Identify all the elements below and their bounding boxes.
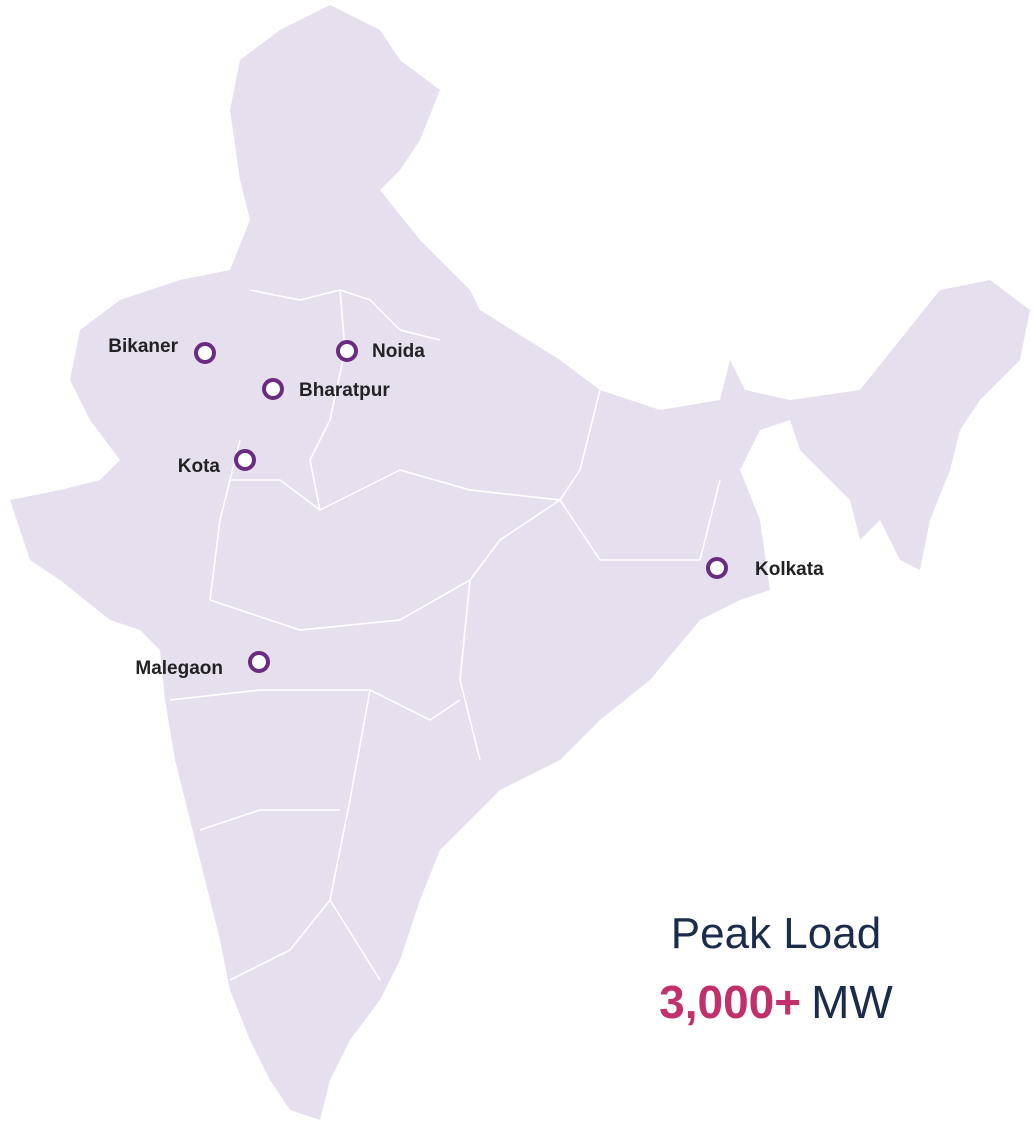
marker-label: Bikaner (108, 336, 178, 357)
state-borders (169, 289, 721, 981)
marker-dot (706, 557, 728, 579)
marker-dot (194, 342, 216, 364)
stat-unit: MW (811, 976, 893, 1028)
marker-dot (234, 449, 256, 471)
marker-label: Noida (372, 341, 425, 362)
stat-line: 3,000+ MW (659, 976, 893, 1028)
marker: Bharatpur (262, 378, 390, 401)
marker: Noida (336, 340, 425, 362)
marker-dot (336, 340, 358, 362)
marker: Bikaner (108, 336, 216, 364)
marker-label: Kota (178, 456, 221, 477)
stat-value: 3,000+ (659, 976, 801, 1028)
marker-label: Malegaon (135, 658, 223, 679)
marker-label: Kolkata (755, 559, 824, 580)
country-shape (10, 5, 1030, 1120)
marker-label: Bharatpur (299, 380, 390, 401)
marker: Malegaon (135, 651, 270, 679)
marker: Kota (178, 449, 256, 477)
marker-dot (248, 651, 270, 673)
marker: Kolkata (706, 557, 824, 580)
marker-dot (262, 378, 284, 400)
stat-title: Peak Load (671, 909, 881, 958)
